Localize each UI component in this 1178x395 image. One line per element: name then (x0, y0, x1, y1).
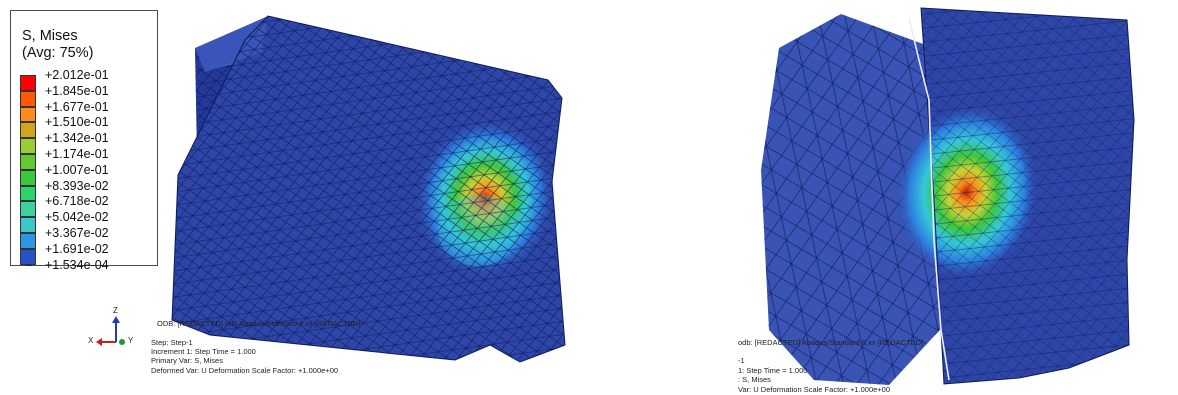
legend-level-label: +3.367e-02 (45, 226, 109, 240)
triad-icon (96, 316, 125, 346)
legend-color-swatch (20, 122, 36, 139)
legend-subtitle: (Avg: 75%) (22, 45, 94, 61)
legend-level-label: +1.691e-02 (45, 241, 109, 256)
deformed-var-info: Var: U Deformation Scale Factor: +1.000e… (738, 385, 891, 394)
legend-level-label: +1.342e-01 (45, 131, 109, 146)
legend-color-swatch (20, 217, 36, 233)
legend-level-label: +1.845e-01 (45, 83, 109, 98)
legend-color-swatch (20, 75, 36, 91)
model-notch (195, 16, 268, 72)
legend-level-label: +1.677e-01 (45, 99, 109, 114)
legend-level-label: +1.007e-01 (45, 162, 109, 177)
viewport-left[interactable]: S, Mises (Avg: 75%) +2.012e-01 +1.845e-01… (0, 0, 589, 395)
primary-var-info: Primary Var: S, Mises (151, 356, 223, 365)
odb-info: odb: [REDACTED] Abaqus/Standard 6.xx [RE… (738, 338, 924, 347)
contour-legend: S, Mises (Avg: 75%) +2.012e-01 +1.845e-01… (10, 10, 158, 271)
legend-level-label: +1.534e-04 (45, 257, 109, 272)
legend-color-swatch (20, 106, 36, 123)
legend-level-label: +6.718e-02 (45, 194, 109, 209)
legend-color-swatch (20, 185, 36, 202)
legend-title: S, Mises (22, 28, 78, 44)
triad-x-label: X (88, 336, 94, 345)
deformed-var-info: Deformed Var: U Deformation Scale Factor… (151, 366, 339, 375)
legend-color-swatch (20, 154, 36, 170)
legend-color-swatch (20, 233, 36, 249)
legend-level-label: +8.393e-02 (45, 178, 109, 193)
legend-tick (26, 264, 32, 266)
legend-color-swatch (20, 169, 36, 186)
legend-level-label: +1.174e-01 (45, 147, 109, 161)
step-info: Step: Step-1 (151, 338, 193, 347)
fem-model-left[interactable] (0, 0, 589, 395)
triad-z-label: Z (113, 306, 118, 315)
legend-color-swatch (20, 138, 36, 154)
increment-info: Increment 1: Step Time = 1.000 (151, 347, 256, 356)
legend-level-label: +1.510e-01 (45, 115, 109, 130)
odb-info: ODB: [REDACTED].odb Abaqus/Standard 6.xx… (157, 319, 361, 328)
primary-var-info: : S, Mises (738, 375, 771, 384)
legend-color-swatch (20, 201, 36, 218)
triad-y-label: Y (128, 336, 134, 345)
legend-level-label: +5.042e-02 (45, 210, 109, 225)
increment-info: 1: Step Time = 1.000 (738, 366, 808, 375)
step-info: -1 (738, 356, 745, 365)
crack-line (908, 17, 950, 381)
fem-model-right[interactable] (589, 0, 1178, 395)
axis-triad: Z X Y (88, 306, 138, 352)
legend-color-swatch (20, 248, 36, 265)
viewport-right[interactable]: odb: [REDACTED] Abaqus/Standard 6.xx [RE… (589, 0, 1178, 395)
legend-level-label: +2.012e-01 (45, 68, 109, 82)
legend-color-swatch (20, 90, 36, 107)
